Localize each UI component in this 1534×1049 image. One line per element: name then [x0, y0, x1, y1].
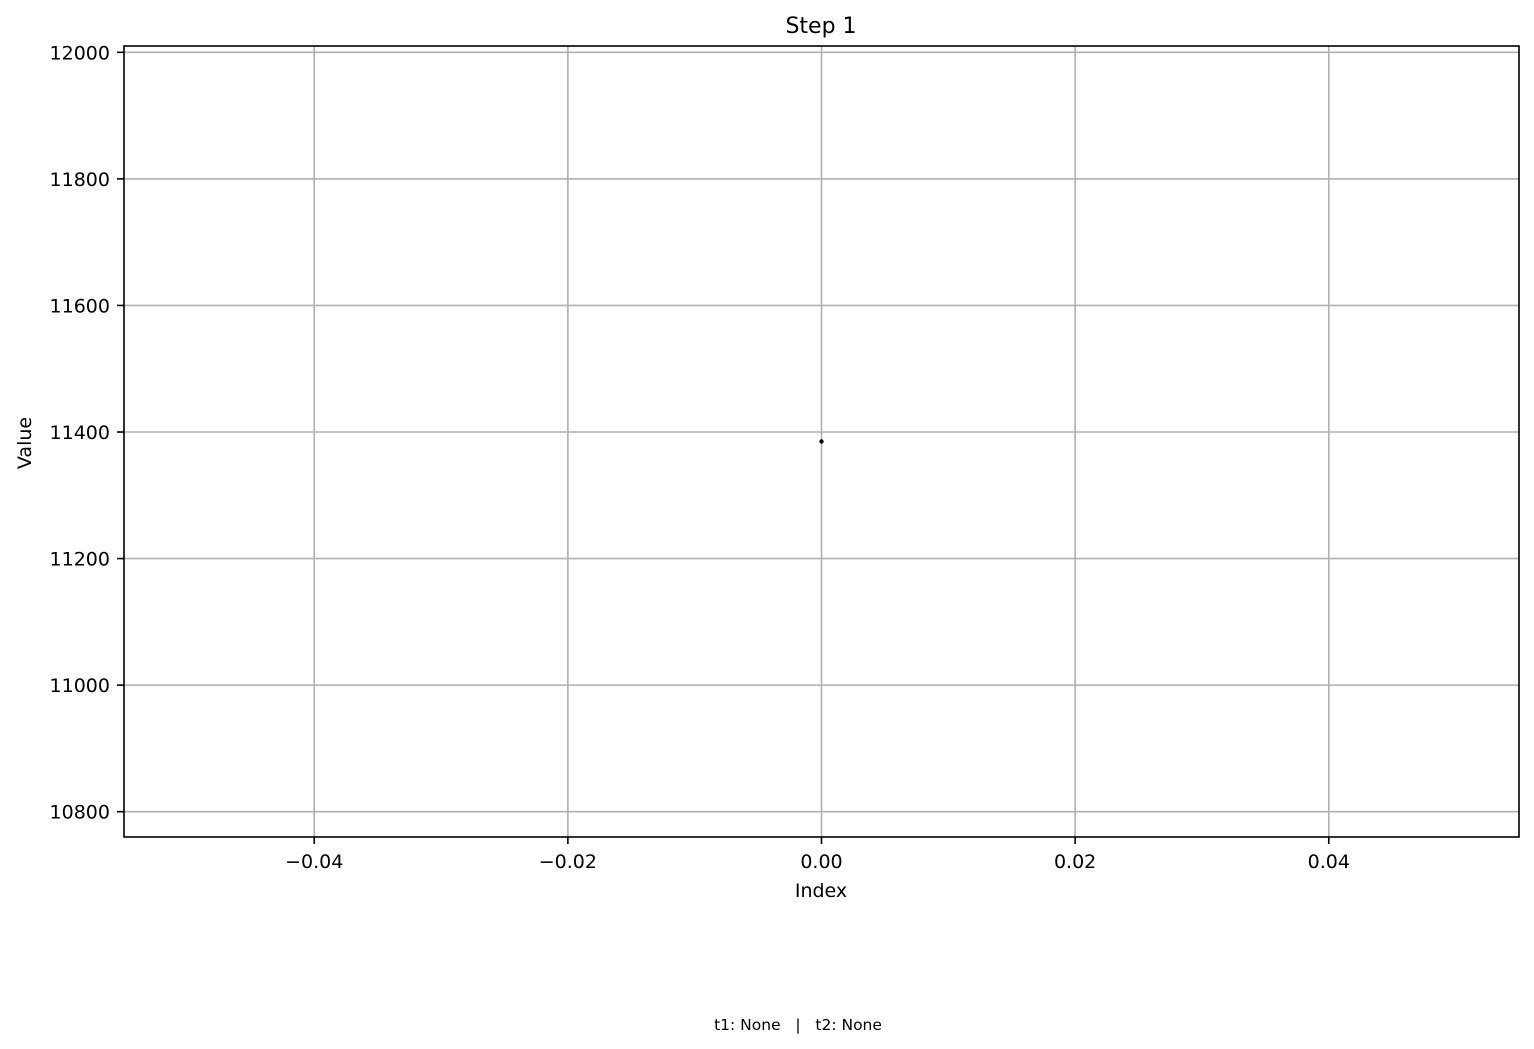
y-tick-label: 10800: [50, 802, 110, 824]
x-tick-label: −0.04: [285, 851, 343, 873]
y-tick-label: 11600: [50, 295, 110, 317]
grid: [124, 46, 1519, 837]
y-tick-label: 11800: [50, 169, 110, 191]
data-point: [819, 439, 824, 444]
x-axis-ticks: −0.04 −0.02 0.00 0.02 0.04: [285, 837, 1350, 873]
footer-status-text: t1: None | t2: None: [714, 1016, 882, 1034]
x-tick-label: 0.04: [1308, 851, 1350, 873]
y-axis-ticks: 10800 11000 11200 11400 11600 11800 12000: [50, 42, 124, 824]
y-tick-label: 11200: [50, 549, 110, 571]
x-axis-label: Index: [795, 880, 847, 902]
y-tick-label: 11000: [50, 675, 110, 697]
y-tick-label: 11400: [50, 422, 110, 444]
x-tick-label: 0.00: [800, 851, 842, 873]
x-tick-label: −0.02: [539, 851, 597, 873]
x-tick-label: 0.02: [1054, 851, 1096, 873]
y-axis-label: Value: [14, 417, 36, 469]
data-points: [819, 439, 824, 444]
chart-title: Step 1: [785, 14, 856, 39]
y-tick-label: 12000: [50, 42, 110, 64]
